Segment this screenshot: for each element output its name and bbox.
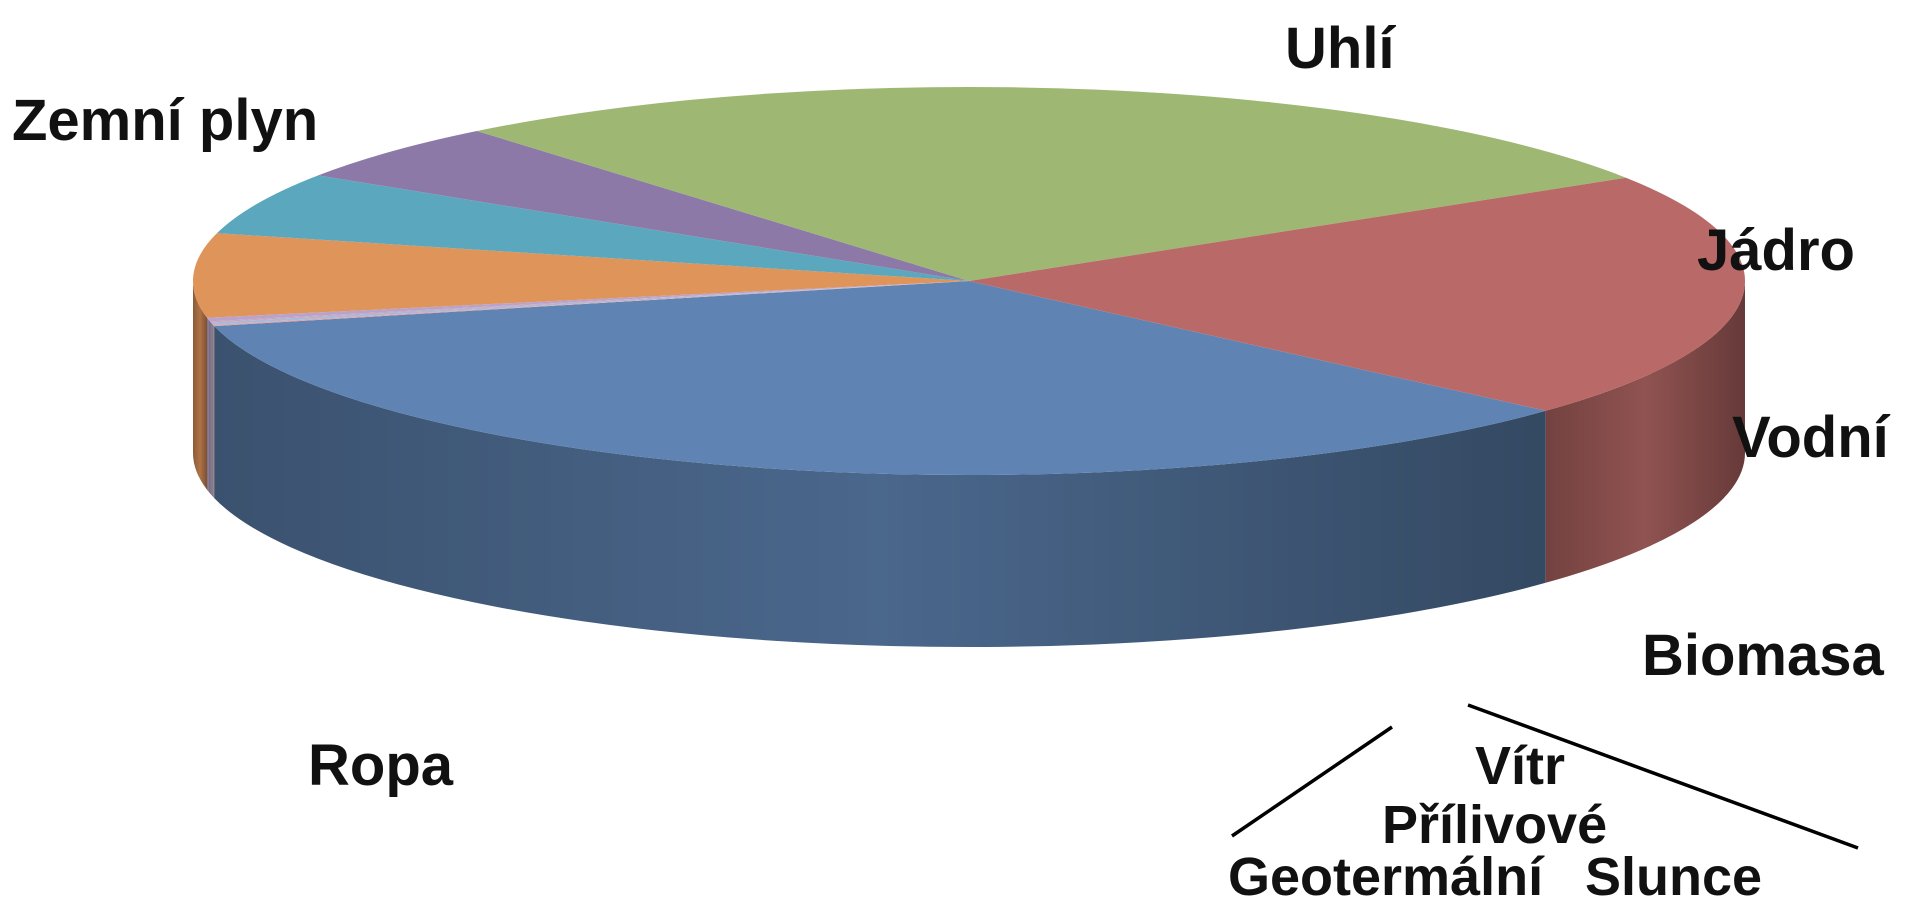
leader-line-right (1467, 703, 1859, 850)
slice-uhli (476, 86, 1626, 281)
side-prilivove (209, 321, 211, 495)
side-biomasa (193, 281, 208, 490)
side-zemni-plyn (1545, 281, 1745, 583)
slice-ropa (214, 281, 1546, 475)
label-ropa: Ropa (308, 733, 454, 798)
side-ropa (214, 326, 1546, 647)
slice-vodni (216, 175, 969, 281)
leader-line-left (1231, 725, 1393, 838)
label-uhli: Uhlí (1285, 16, 1396, 81)
slice-prilivove (209, 281, 969, 323)
slice-biomasa (193, 233, 969, 318)
label-jadro: Jádro (1697, 218, 1855, 283)
label-vitr: Vítr (1475, 736, 1565, 796)
slice-labels: Uhlí Zemní plyn Jádro Vodní Biomasa Ropa… (12, 16, 1891, 899)
label-slunce: Slunce (1585, 847, 1762, 899)
label-geotermalni: Geotermální (1228, 847, 1545, 899)
slice-slunce (213, 281, 969, 327)
slice-zemni-plyn (969, 177, 1745, 411)
slice-vitr (207, 281, 970, 322)
label-zemni-plyn: Zemní plyn (12, 88, 318, 153)
label-biomasa: Biomasa (1642, 623, 1885, 688)
slice-jadro (318, 131, 969, 281)
label-vodni: Vodní (1732, 405, 1891, 470)
label-leader-lines (1231, 703, 1859, 850)
side-vitr (207, 317, 210, 494)
slice-geotermalni (210, 281, 970, 325)
pie-top-faces (193, 86, 1745, 475)
side-slunce (213, 324, 215, 499)
side-geotermalni (210, 322, 214, 497)
label-prilivove: Přílivové (1382, 795, 1607, 855)
pie-side-walls (193, 281, 1745, 647)
